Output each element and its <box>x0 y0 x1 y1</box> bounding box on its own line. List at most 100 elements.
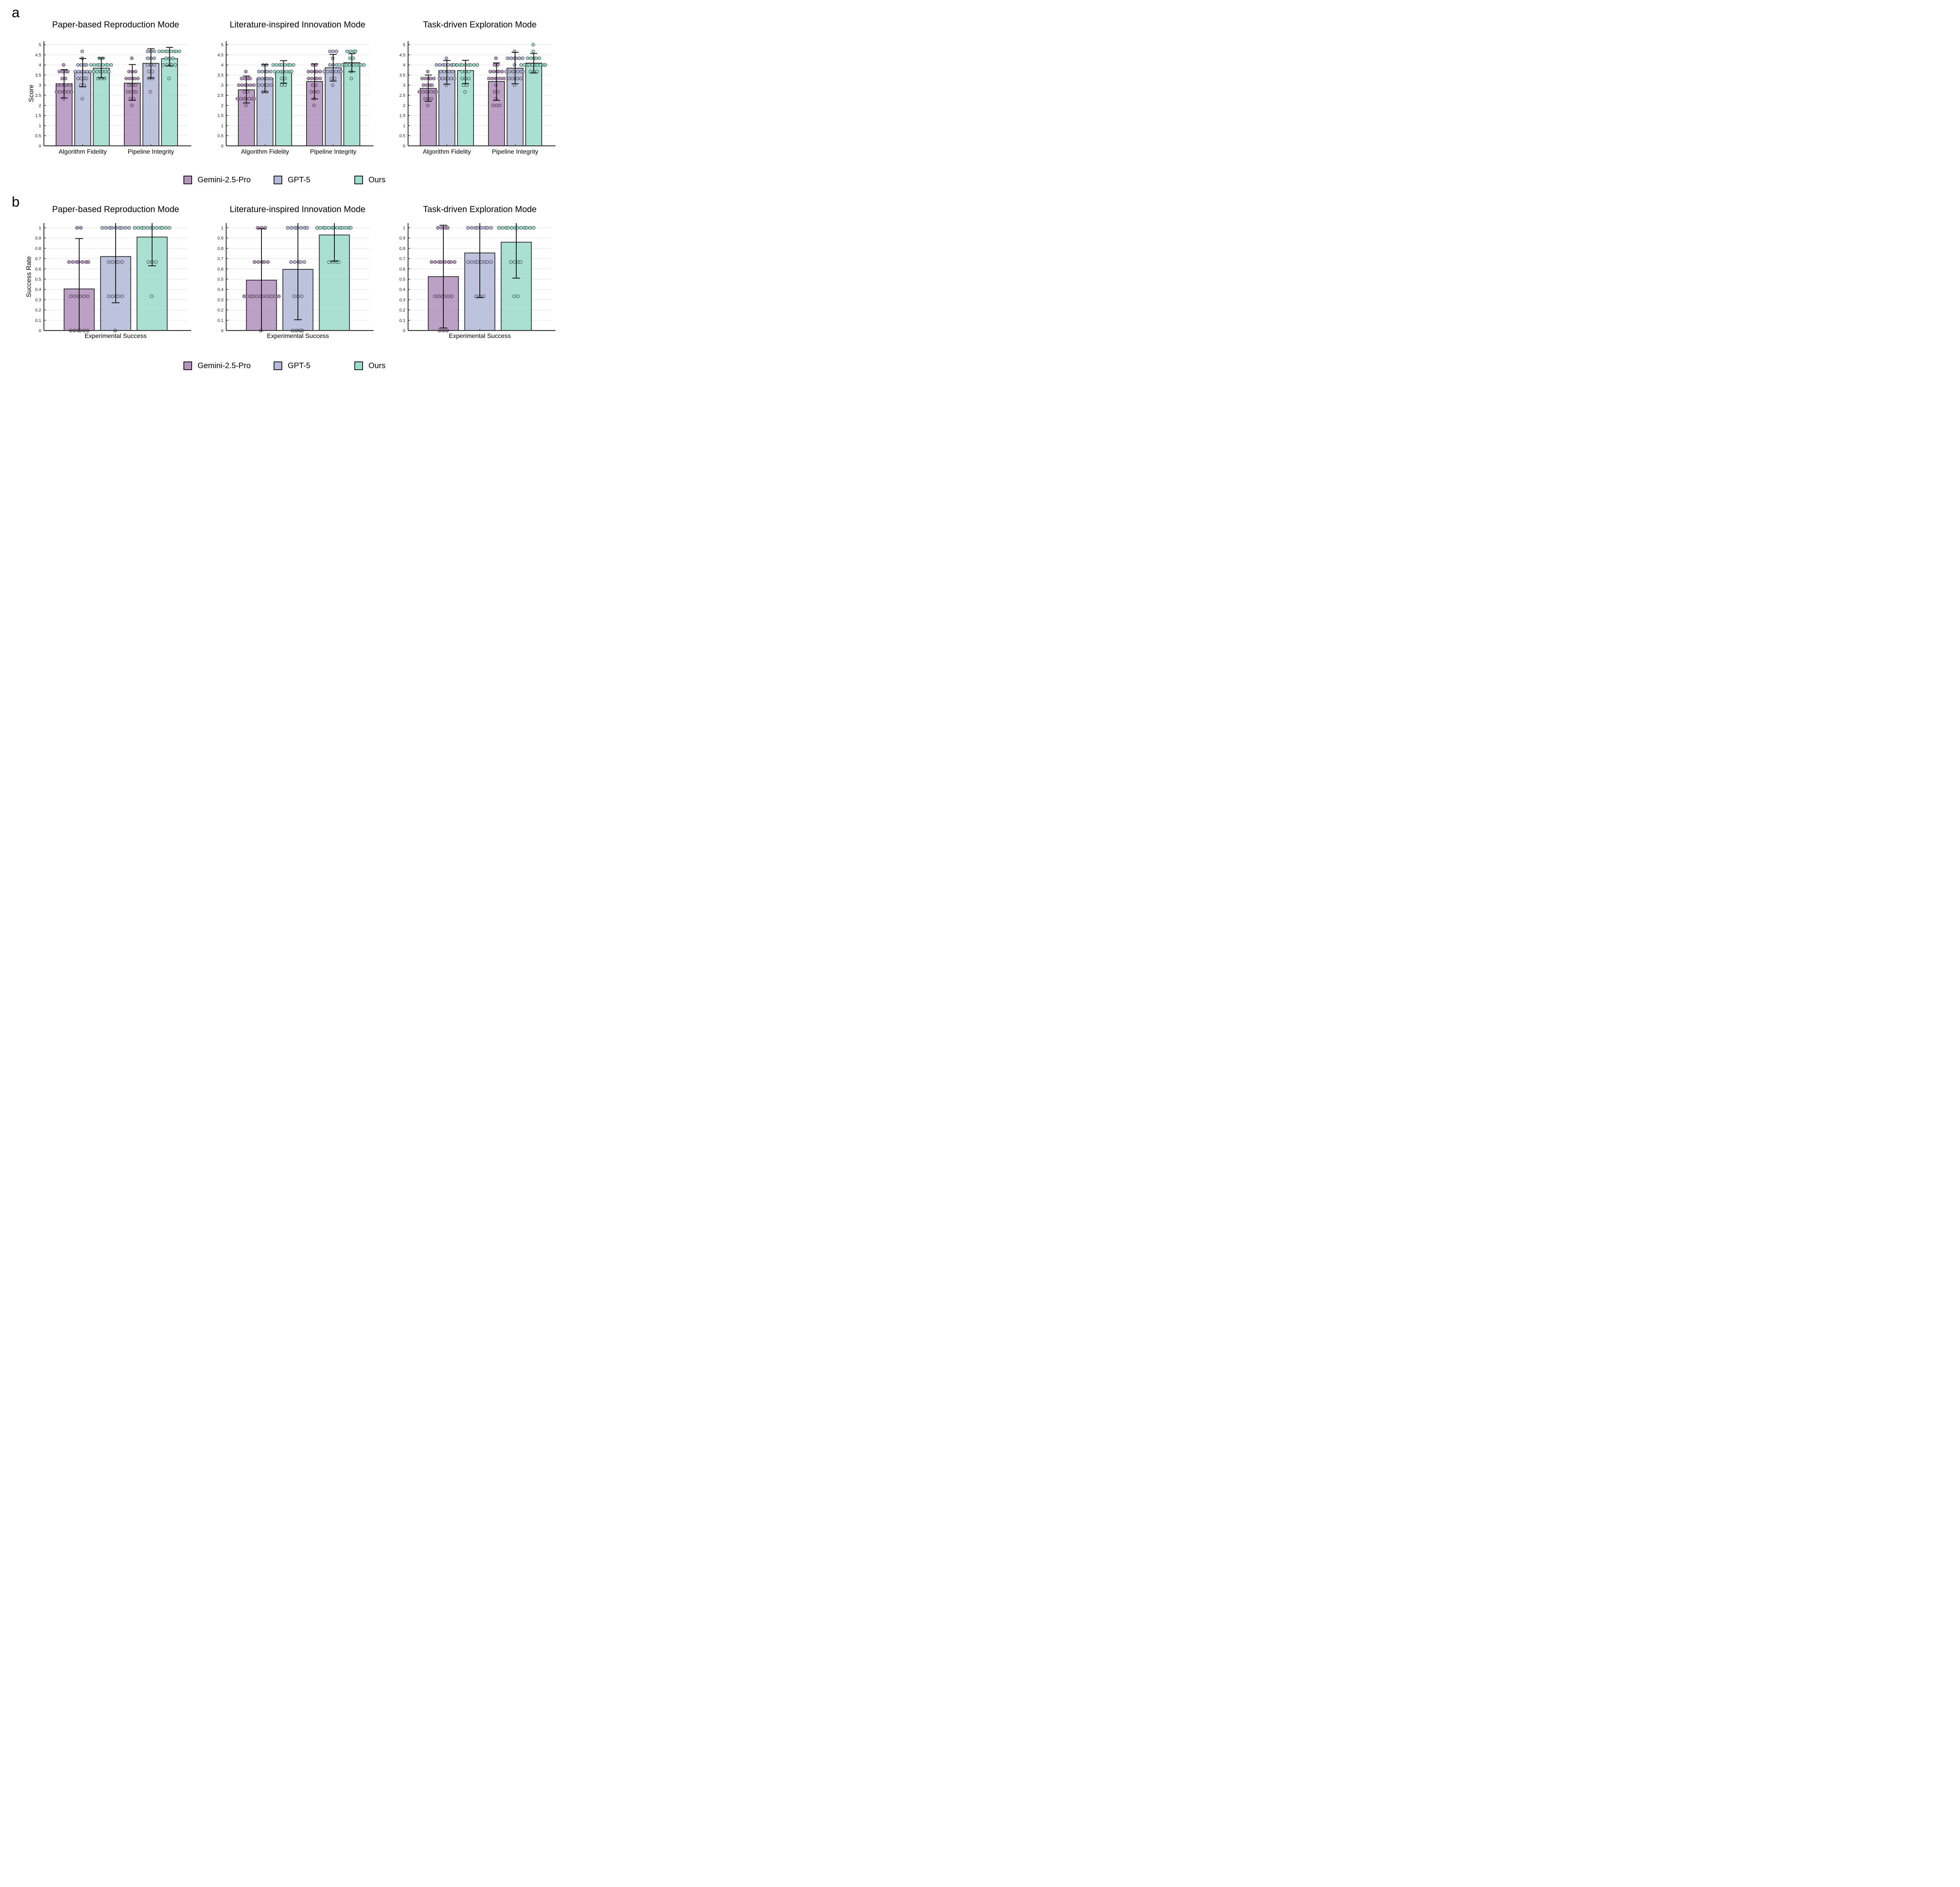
scatter-point <box>167 76 171 80</box>
scatter-point <box>429 90 433 94</box>
bar-Ours <box>525 63 542 146</box>
scatter-point <box>57 70 61 74</box>
scatter-point <box>354 63 358 67</box>
scatter-point <box>485 260 489 264</box>
y-tick-label: 0.7 <box>399 257 405 262</box>
panel-letter-a: a <box>12 4 20 20</box>
scatter-point <box>271 63 275 67</box>
scatter-point <box>340 63 344 67</box>
scatter-point <box>106 63 110 67</box>
scatter-point <box>69 294 73 298</box>
scatter-point <box>277 294 281 298</box>
scatter-point <box>362 63 366 67</box>
scatter-point <box>80 97 84 101</box>
scatter-point <box>452 63 456 67</box>
x-category-label: Pipeline Integrity <box>310 149 356 155</box>
scatter-point <box>500 70 504 74</box>
scatter-point <box>240 76 243 80</box>
y-tick-label: 0.7 <box>217 257 223 262</box>
scatter-point <box>315 70 319 74</box>
scatter-point <box>245 294 249 298</box>
scatter-point <box>312 104 316 107</box>
scatter-point <box>501 226 505 230</box>
scatter-point <box>421 83 425 87</box>
scatter-point <box>134 70 138 74</box>
scatter-point <box>146 49 149 53</box>
scatter-point <box>497 70 501 74</box>
scatter-point <box>160 226 164 230</box>
scatter-point <box>152 49 156 53</box>
scatter-point <box>504 70 508 74</box>
scatter-point <box>519 260 523 264</box>
scatter-point <box>339 70 343 74</box>
scatter-point <box>79 83 83 87</box>
scatter-point <box>325 70 329 74</box>
scatter-point <box>166 49 170 53</box>
points-layer <box>242 226 352 332</box>
scatter-point <box>447 70 451 74</box>
scatter-point <box>344 63 348 67</box>
scatter-point <box>450 70 454 74</box>
scatter-point <box>493 63 497 67</box>
scatter-point <box>130 104 134 107</box>
y-tick-label: 0.8 <box>217 246 223 251</box>
scatter-point <box>257 83 261 87</box>
y-tick-label: 0 <box>221 144 223 149</box>
y-tick-label: 1.5 <box>217 114 223 118</box>
y-tick-label: 3.5 <box>217 73 223 78</box>
scatter-point <box>539 63 543 67</box>
scatter-point <box>328 49 332 53</box>
scatter-point <box>528 226 532 230</box>
legend-label-ours: Ours <box>368 175 386 184</box>
y-tick-label: 0.3 <box>35 298 41 302</box>
scatter-point <box>516 294 520 298</box>
scatter-point <box>348 49 352 53</box>
scatter-point <box>89 63 93 67</box>
legend-item-gpt5: GPT-5 <box>274 361 310 370</box>
scatter-point <box>299 294 303 298</box>
scatter-point <box>529 56 533 60</box>
scatter-point <box>146 63 149 67</box>
scatter-point <box>85 76 88 80</box>
scatter-point <box>76 70 80 74</box>
scatter-point <box>134 90 138 94</box>
bar-Ours <box>161 58 178 146</box>
scatter-point <box>452 76 456 80</box>
y-tick-label: 0.4 <box>399 287 405 292</box>
scatter-point <box>323 226 327 230</box>
scatter-point <box>531 43 535 47</box>
error-bars-layer <box>60 47 173 101</box>
y-tick-label: 0.3 <box>217 298 223 302</box>
points-layer <box>430 226 535 332</box>
scatter-point <box>273 294 277 298</box>
scatter-point <box>460 70 464 74</box>
scatter-point <box>489 226 493 230</box>
scatter-point <box>334 70 338 74</box>
scatter-point <box>519 226 523 230</box>
scatter-point <box>235 97 239 101</box>
y-tick-label: 1 <box>39 226 41 231</box>
scatter-point <box>439 260 443 264</box>
y-tick-label: 0.9 <box>217 236 223 241</box>
bar-Ours <box>343 62 360 146</box>
y-tick-label: 0.4 <box>35 287 41 292</box>
chart-title-b3: Task-driven Exploration Mode <box>423 204 537 214</box>
chart-panel-a3: 0 0.5 1 1.5 2 2.5 3 3.5 4 4.5 5 Algorithm Fidelity P… <box>399 41 555 155</box>
y-tick-label: 3.5 <box>399 73 405 78</box>
scatter-point <box>64 83 68 87</box>
scatter-point <box>154 260 158 264</box>
scatter-point <box>173 63 177 67</box>
scatter-point <box>66 70 70 74</box>
scatter-point <box>543 63 547 67</box>
y-tick-label: 4.5 <box>399 53 405 58</box>
scatter-point <box>310 70 314 74</box>
scatter-point <box>289 70 293 74</box>
x-category-label: Pipeline Integrity <box>492 149 538 155</box>
scatter-point <box>120 260 124 264</box>
scatter-point <box>289 226 293 230</box>
scatter-point <box>116 260 120 264</box>
scatter-point <box>103 70 107 74</box>
y-tick-label: 0 <box>403 144 405 149</box>
scatter-point <box>239 97 243 101</box>
scatter-point <box>86 294 90 298</box>
